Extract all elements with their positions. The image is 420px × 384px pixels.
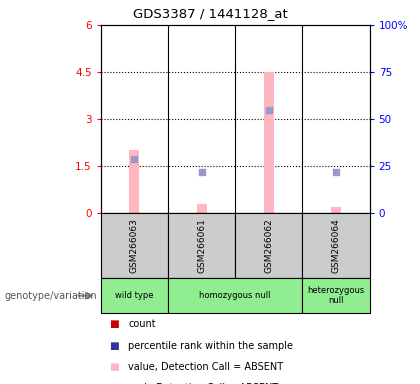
Text: ■: ■ xyxy=(109,362,119,372)
Text: wild type: wild type xyxy=(115,291,154,300)
Bar xyxy=(129,151,139,213)
Text: ■: ■ xyxy=(109,319,119,329)
Text: homozygous null: homozygous null xyxy=(200,291,271,300)
Bar xyxy=(302,213,370,278)
Text: genotype/variation: genotype/variation xyxy=(4,291,97,301)
Text: heterozygous
null: heterozygous null xyxy=(307,286,365,305)
Bar xyxy=(264,72,274,213)
Text: value, Detection Call = ABSENT: value, Detection Call = ABSENT xyxy=(128,362,283,372)
Point xyxy=(198,169,205,175)
Text: ■: ■ xyxy=(109,383,119,384)
Text: ■: ■ xyxy=(109,341,119,351)
Text: GSM266064: GSM266064 xyxy=(331,218,341,273)
Point xyxy=(333,169,339,175)
Bar xyxy=(197,204,207,213)
Bar xyxy=(331,207,341,213)
Bar xyxy=(302,278,370,313)
Point xyxy=(131,156,138,162)
Text: rank, Detection Call = ABSENT: rank, Detection Call = ABSENT xyxy=(128,383,278,384)
Text: GSM266062: GSM266062 xyxy=(264,218,273,273)
Point xyxy=(265,107,272,113)
Bar xyxy=(168,213,235,278)
Bar xyxy=(168,278,302,313)
Text: GSM266061: GSM266061 xyxy=(197,218,206,273)
Text: count: count xyxy=(128,319,156,329)
Bar xyxy=(235,213,302,278)
Bar xyxy=(101,278,168,313)
Text: GDS3387 / 1441128_at: GDS3387 / 1441128_at xyxy=(133,7,287,20)
Bar xyxy=(101,213,168,278)
Text: percentile rank within the sample: percentile rank within the sample xyxy=(128,341,293,351)
Text: GSM266063: GSM266063 xyxy=(130,218,139,273)
